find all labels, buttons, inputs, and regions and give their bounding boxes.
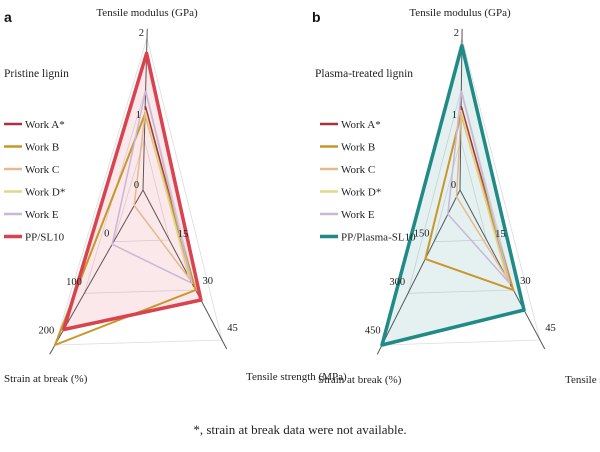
legend-entry: Work B — [25, 142, 59, 154]
tick-label: 15 — [495, 229, 506, 240]
series-line — [447, 90, 511, 285]
tick-label: 30 — [203, 276, 214, 287]
axis-label-right: Tensile strength (MPa) — [565, 374, 600, 386]
axis-label-right: Tensile strength (MPa) — [246, 371, 347, 383]
axis-label-top: Tensile modulus (GPa) — [96, 7, 198, 19]
tick-label: 450 — [365, 326, 381, 337]
panel-title: Pristine lignin — [4, 68, 69, 80]
grid-ring — [54, 36, 223, 346]
tick-label: 0 — [451, 180, 456, 191]
panel-letter: b — [312, 9, 321, 25]
series-area — [382, 45, 524, 345]
grid-ring — [433, 137, 488, 243]
grid-ring — [113, 137, 170, 243]
series-area — [63, 53, 201, 330]
panel-letter: a — [4, 9, 12, 25]
tick-label: 2 — [139, 28, 144, 39]
tick-label: 1 — [452, 110, 457, 121]
tick-label: 45 — [545, 323, 556, 334]
legend-entry: Work E — [341, 209, 375, 221]
legend: Work A* Work B Work C Work D* Work E PP/Plasm… — [320, 119, 416, 244]
legend-entry: PP/Plasma-SL10 — [341, 232, 416, 244]
series-line — [111, 90, 193, 285]
tick-label: 150 — [414, 229, 430, 240]
tick-label: 300 — [389, 277, 405, 288]
footnote: *, strain at break data were not availab… — [193, 422, 407, 437]
series-line — [424, 113, 515, 291]
axis-spoke — [459, 189, 546, 350]
legend-entry: Work A* — [25, 119, 65, 131]
legend-entry: Work E — [25, 209, 59, 221]
legend-entry: Work A* — [341, 119, 381, 131]
radar-panel-b: b Plasma-treated lignin 0 1 2 15 30 45 150 300 450… — [312, 7, 600, 386]
series-line-highlight — [380, 43, 526, 347]
axis-spoke — [376, 189, 461, 355]
series-line-highlight — [62, 51, 203, 332]
grid-ring — [407, 87, 514, 294]
tick-label: 45 — [227, 323, 238, 334]
tick-label: 30 — [520, 276, 531, 287]
tick-label: 0 — [104, 229, 109, 240]
tick-label: 100 — [66, 277, 82, 288]
tick-label: 0 — [134, 180, 139, 191]
legend: Work A* Work B Work C Work D* Work E PP/SL10 — [4, 119, 65, 244]
axis-label-top: Tensile modulus (GPa) — [409, 7, 511, 19]
axis-label-left: Strain at break (%) — [4, 373, 88, 385]
panel-title: Plasma-treated lignin — [315, 68, 413, 80]
axis-spoke — [142, 189, 228, 350]
legend-entry: Work B — [341, 142, 375, 154]
legend-entry: PP/SL10 — [25, 232, 65, 244]
series-line — [460, 110, 507, 277]
axis-label-left: Strain at break (%) — [318, 374, 402, 386]
legend-entry: Work D* — [341, 187, 381, 199]
tick-label: 200 — [39, 326, 55, 337]
tick-label: 1 — [136, 110, 141, 121]
tick-label: 2 — [454, 28, 459, 39]
legend-entry: Work D* — [25, 187, 65, 199]
tick-label: 15 — [178, 229, 189, 240]
legend-entry: Work C — [25, 164, 59, 176]
radar-panel-a: a Pristine lignin 0 1 2 15 30 45 0 100 200 Tensile … — [4, 7, 347, 385]
legend-entry: Work C — [341, 164, 375, 176]
series-line — [144, 110, 190, 277]
